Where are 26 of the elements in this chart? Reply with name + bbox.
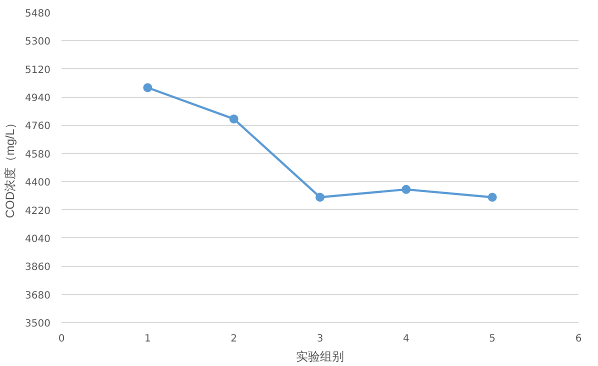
y-axis-title: COD浓度（mg/L） bbox=[3, 116, 18, 218]
y-tick-label: 4400 bbox=[25, 178, 51, 189]
x-tick-label: 2 bbox=[230, 334, 238, 344]
y-tick-label: 4940 bbox=[25, 93, 51, 104]
point bbox=[316, 192, 324, 202]
y-tick-label: 4040 bbox=[25, 234, 51, 245]
x-tick-label: 6 bbox=[575, 334, 582, 344]
x-tick-label: 0 bbox=[58, 334, 65, 344]
y-tick-label: 3500 bbox=[25, 318, 51, 330]
y-tick-label: 3860 bbox=[25, 262, 51, 274]
y-tick-label: 5300 bbox=[25, 36, 51, 48]
point bbox=[488, 192, 497, 202]
point bbox=[402, 184, 411, 194]
x-tick-label: 5 bbox=[489, 334, 496, 344]
y-tick-label: 4220 bbox=[25, 206, 51, 217]
y-tick-label: 5120 bbox=[25, 64, 51, 76]
x-tick-label: 1 bbox=[144, 334, 151, 344]
point bbox=[229, 114, 238, 124]
y-tick-label: 5480 bbox=[25, 8, 51, 20]
point bbox=[143, 83, 152, 92]
y-tick-label: 4760 bbox=[25, 121, 51, 132]
y-tick-label: 4580 bbox=[25, 149, 51, 160]
x-tick-label: 4 bbox=[402, 334, 410, 344]
y-tick-label: 3680 bbox=[25, 290, 51, 302]
x-tick-label: 3 bbox=[316, 334, 324, 344]
x-axis-title: 实验组别 bbox=[296, 350, 344, 364]
